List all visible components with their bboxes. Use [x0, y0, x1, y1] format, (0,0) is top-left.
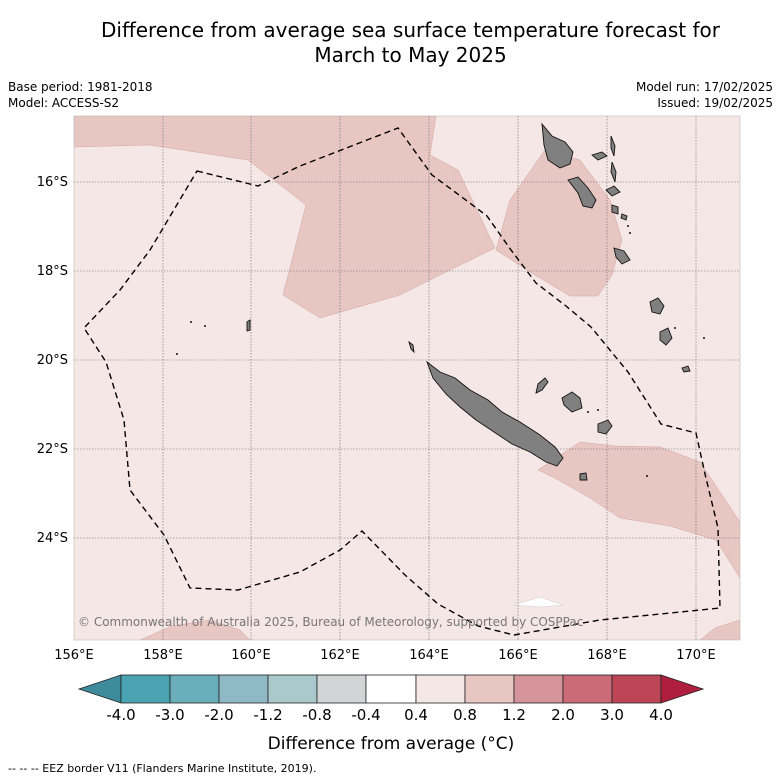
colorbar-segment-8 [464, 674, 515, 704]
land [246, 122, 691, 481]
vanuatu-aneityum [681, 365, 691, 373]
colorbar-segment-4 [267, 674, 318, 704]
lat-label-18s: 18°S [37, 264, 68, 279]
vanuatu-maewo [610, 135, 616, 157]
vanuatu-erromango [649, 297, 665, 315]
colorbar-low-extend [77, 674, 122, 704]
lon-label-164: 164°E [409, 648, 449, 663]
vanuatu-efate [613, 247, 631, 265]
loyalty-island-mare [597, 419, 613, 435]
new-caledonia-grande-terre [426, 360, 564, 467]
colorbar-tick-7: 0.4 [404, 706, 428, 724]
colorbar-tick-8: 0.8 [453, 706, 477, 724]
vanuatu-shepherd [620, 213, 628, 221]
meta-left: Base period: 1981-2018 Model: ACCESS-S2 [8, 79, 153, 111]
lon-label-162: 162°E [320, 648, 360, 663]
colorbar [77, 674, 705, 704]
colorbar-tick-4: -1.2 [253, 706, 282, 724]
lon-label-168: 168°E [587, 648, 627, 663]
model-text: Model: ACCESS-S2 [8, 96, 120, 110]
meta-right: Model run: 17/02/2025 Issued: 19/02/2025 [636, 79, 773, 111]
colorbar-tick-12: 4.0 [649, 706, 673, 724]
colorbar-tick-2: -3.0 [155, 706, 184, 724]
colorbar-segment-6 [365, 674, 417, 704]
colorbar-high-extend [660, 674, 705, 704]
loyalty-island-ouvea [535, 377, 549, 394]
map-title: Difference from average sea surface temp… [40, 18, 781, 68]
lat-label-20s: 20°S [37, 353, 68, 368]
lon-label-166: 166°E [498, 648, 538, 663]
lon-label-156: 156°E [54, 648, 94, 663]
colorbar-segment-1 [120, 674, 171, 704]
anomaly-region-south-west [139, 619, 251, 640]
anomaly-region-north-east [495, 149, 623, 297]
colorbar-segment-3 [218, 674, 269, 704]
colorbar-tick-10: 2.0 [551, 706, 575, 724]
colorbar-tick-labels: -4.0 -3.0 -2.0 -1.2 -0.8 -0.4 0.4 0.8 1.… [106, 706, 673, 724]
white-patch [513, 596, 564, 608]
colorbar-segment-10 [562, 674, 613, 704]
loyalty-island-lifou [561, 391, 583, 413]
colorbar-segment-7 [415, 674, 466, 704]
copyright-notice: © Commonwealth of Australia 2025, Bureau… [78, 615, 583, 629]
colorbar-tick-11: 3.0 [600, 706, 624, 724]
lat-tick-labels: 16°S 18°S 20°S 22°S 24°S [37, 175, 68, 546]
colorbar-segment-11 [611, 674, 662, 704]
vanuatu-espiritu-santo [541, 122, 574, 169]
colorbar-tick-3: -2.0 [204, 706, 233, 724]
colorbar-tick-1: -4.0 [106, 706, 135, 724]
lat-label-16s: 16°S [37, 175, 68, 190]
map-frame [73, 115, 741, 641]
map-panel: © Commonwealth of Australia 2025, Bureau… [74, 116, 740, 640]
vanuatu-pentecost [610, 161, 617, 183]
vanuatu-tanna [659, 327, 673, 346]
title-line-2: March to May 2025 [314, 43, 507, 67]
colorbar-tick-9: 1.2 [502, 706, 526, 724]
vanuatu-epi [611, 204, 619, 215]
graticule [74, 116, 740, 640]
eez-border [83, 127, 721, 636]
anomaly-region-south-corner [699, 619, 740, 640]
lon-label-160: 160°E [231, 648, 271, 663]
colorbar-label: Difference from average (°C) [268, 734, 515, 754]
colorbar-segment-5 [316, 674, 367, 704]
lon-label-158: 158°E [143, 648, 183, 663]
vanuatu-ambrym [605, 185, 621, 197]
isle-of-pines [579, 472, 588, 481]
lat-label-24s: 24°S [37, 531, 68, 546]
colorbar-segment-2 [169, 674, 220, 704]
base-period-text: Base period: 1981-2018 [8, 80, 153, 94]
belep-islands [408, 340, 415, 354]
chesterfield-islet [246, 319, 251, 332]
anomaly-region-north-west [74, 116, 496, 319]
vanuatu-malekula [567, 176, 597, 209]
small-islets [176, 225, 705, 477]
title-line-1: Difference from average sea surface temp… [100, 18, 720, 42]
colorbar-tick-5: -0.8 [302, 706, 331, 724]
issued-text: Issued: 19/02/2025 [657, 96, 773, 110]
lon-tick-labels: 156°E 158°E 160°E 162°E 164°E 166°E 168°… [54, 648, 716, 663]
eez-footnote: -- -- -- EEZ border V11 (Flanders Marine… [8, 762, 317, 775]
colorbar-tick-6: -0.4 [351, 706, 380, 724]
lon-label-170: 170°E [676, 648, 716, 663]
anomaly-region-south-east [537, 441, 740, 579]
lat-label-22s: 22°S [37, 442, 68, 457]
vanuatu-ambae [591, 151, 608, 161]
colorbar-segment-9 [513, 674, 564, 704]
model-run-text: Model run: 17/02/2025 [635, 80, 773, 94]
